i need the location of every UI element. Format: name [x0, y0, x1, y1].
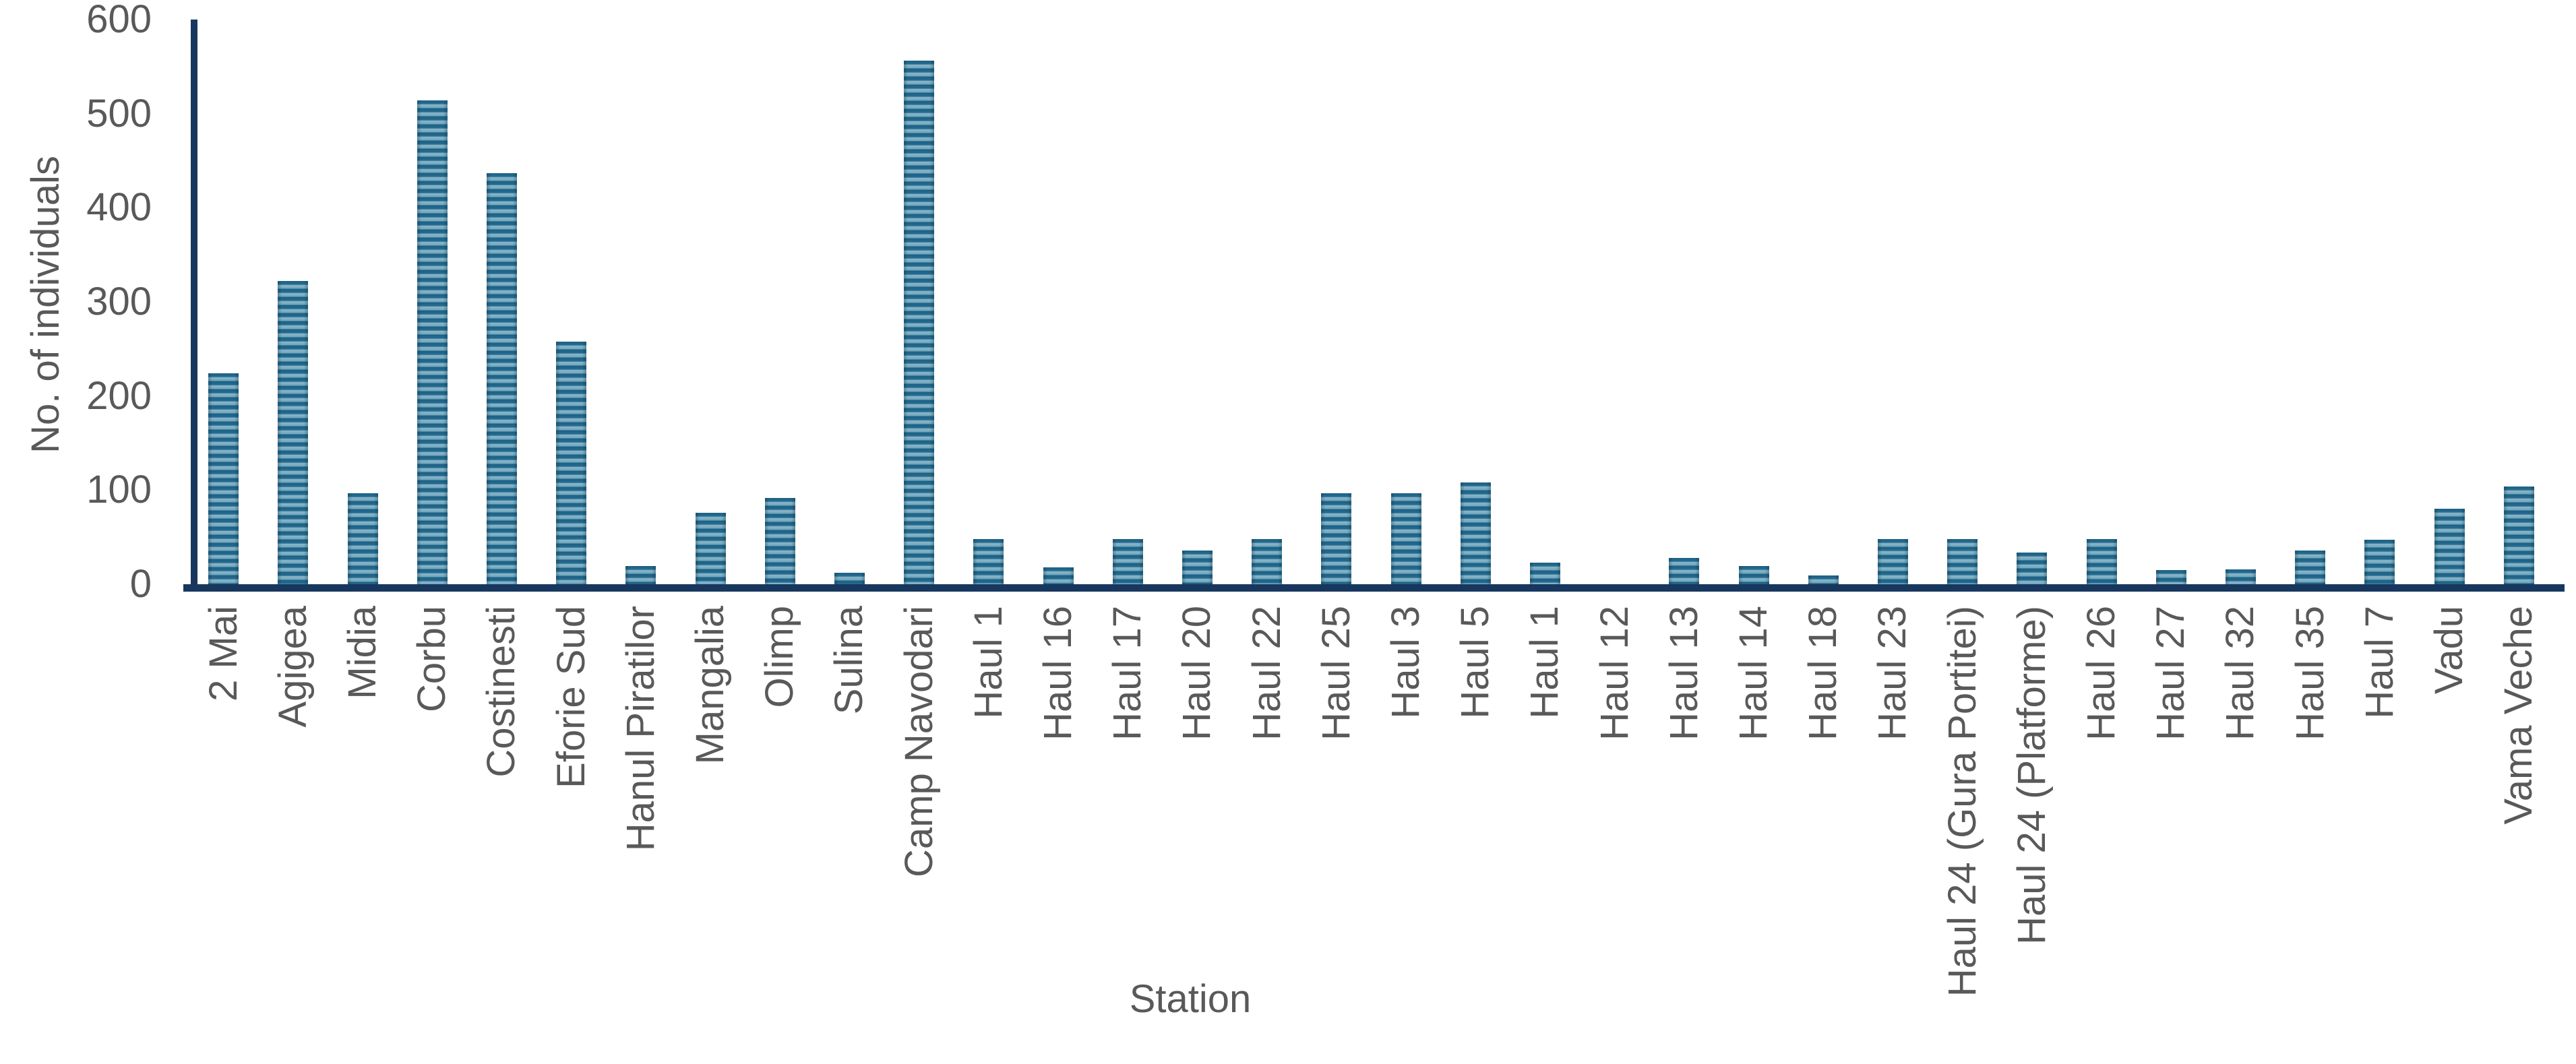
bar [348, 493, 378, 584]
x-tick-label: Haul 24 (Platforme) [2010, 606, 2054, 945]
x-tick-label: Corbu [410, 606, 454, 712]
bar [487, 173, 517, 584]
x-tick-label: Haul 32 [2218, 606, 2262, 741]
x-tick-label: Olimp [758, 606, 801, 708]
bar [1113, 539, 1143, 584]
bar [973, 539, 1004, 584]
bar [1669, 558, 1699, 584]
bar [1461, 482, 1491, 584]
bar [1182, 551, 1213, 584]
x-tick-label: Camp Navodari [897, 606, 941, 877]
y-tick-label: 400 [86, 185, 152, 230]
y-tick-label: 200 [86, 373, 152, 418]
x-tick-label: Sulina [827, 606, 871, 715]
bar [625, 566, 656, 584]
x-tick-label: Haul 35 [2288, 606, 2332, 741]
bar [208, 373, 239, 584]
bar [1878, 539, 1908, 584]
x-tick-label: Haul 5 [1453, 606, 1497, 719]
bar [278, 281, 308, 584]
y-axis-line [191, 20, 197, 592]
bar [1947, 539, 1977, 584]
bar [2364, 540, 2395, 584]
bar [1252, 539, 1282, 584]
bar [1043, 567, 1074, 584]
x-tick-label: Hanul Piratilor [619, 606, 663, 852]
x-tick-label: Costinesti [479, 606, 523, 778]
bar [2017, 553, 2047, 584]
x-tick-label: Haul 1 [1523, 606, 1566, 719]
x-tick-label: Haul 12 [1593, 606, 1636, 741]
bar [2295, 551, 2325, 584]
x-axis-tick-labels: 2 Mai Agigea Midia Corbu Costinesti Eforie Su… [0, 606, 2576, 997]
x-tick-label: Agigea [271, 606, 315, 728]
bar [1391, 493, 1421, 584]
y-tick-label: 0 [129, 562, 152, 606]
bar [2087, 539, 2117, 584]
x-tick-label: Haul 26 [2079, 606, 2123, 741]
bar [2226, 569, 2256, 584]
bar [1808, 575, 1839, 584]
x-axis-line [183, 584, 2565, 592]
bar [2434, 509, 2465, 584]
x-tick-label: Haul 27 [2149, 606, 2192, 741]
bar [556, 342, 586, 584]
x-tick-label: Haul 24 (Gura Portitei) [1940, 606, 1984, 997]
y-tick-label: 500 [86, 91, 152, 135]
x-tick-label: Haul 16 [1036, 606, 1080, 741]
bar [904, 61, 934, 584]
x-tick-label: Haul 22 [1245, 606, 1289, 741]
x-tick-label: Mangalia [688, 606, 732, 765]
bar [2504, 487, 2534, 584]
x-tick-label: Haul 13 [1662, 606, 1706, 741]
y-tick-label: 100 [86, 468, 152, 512]
x-tick-label: Haul 23 [1870, 606, 1914, 741]
x-tick-label: Midia [340, 606, 384, 699]
bar [834, 573, 865, 584]
x-tick-label: Haul 25 [1314, 606, 1358, 741]
bar [765, 498, 795, 584]
x-tick-label: Haul 20 [1175, 606, 1219, 741]
x-tick-label: Haul 3 [1384, 606, 1428, 719]
x-tick-label: Eforie Sud [549, 606, 593, 788]
x-tick-label: Haul 7 [2358, 606, 2401, 719]
x-tick-label: 2 Mai [202, 606, 245, 701]
x-tick-label: Vama Veche [2496, 606, 2540, 825]
x-axis-title: Station [1129, 977, 1252, 1021]
bar [1321, 493, 1351, 584]
bar [417, 100, 448, 584]
y-tick-label: 600 [86, 0, 152, 41]
y-tick-label: 300 [86, 280, 152, 323]
x-tick-label: Haul 14 [1731, 606, 1775, 741]
x-tick-label: Haul 1 [967, 606, 1010, 719]
x-tick-label: Haul 18 [1801, 606, 1845, 741]
bar [696, 513, 726, 584]
bar [1530, 563, 1560, 584]
x-tick-label: Haul 17 [1105, 606, 1149, 741]
x-tick-label: Vadu [2427, 606, 2471, 695]
bar [1739, 566, 1769, 584]
y-axis-tick-labels: 0 100 200 300 400 500 600 [0, 0, 152, 1064]
bar [2156, 570, 2186, 584]
